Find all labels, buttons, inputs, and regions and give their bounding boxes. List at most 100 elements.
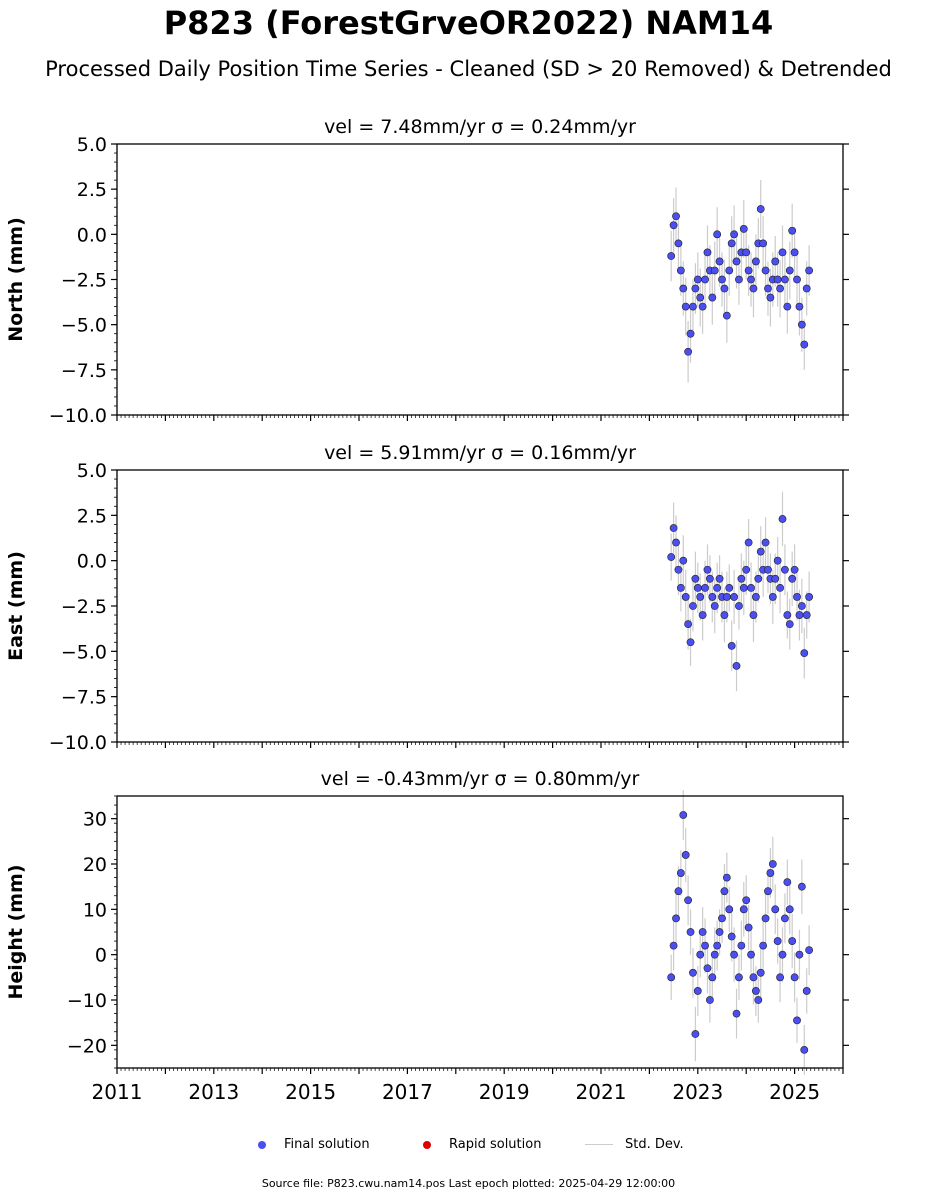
data-point xyxy=(744,923,753,932)
data-point xyxy=(739,583,748,592)
data-point xyxy=(667,973,676,982)
data-point xyxy=(689,302,697,311)
data-point xyxy=(797,320,806,329)
y-tick-label: −10.0 xyxy=(49,405,107,427)
panel-north: vel = 7.48mm/yr σ = 0.24mm/yr North (mm) 5… xyxy=(5,116,849,427)
data-point xyxy=(698,611,707,619)
data-point xyxy=(783,611,792,619)
x-tick-label: 2025 xyxy=(769,1080,820,1104)
data-point xyxy=(735,973,743,982)
x-tick-label: 2019 xyxy=(479,1080,530,1104)
data-point xyxy=(773,937,782,945)
data-point xyxy=(667,553,676,561)
data-point xyxy=(766,293,775,302)
data-point xyxy=(720,284,729,293)
data-point xyxy=(805,946,814,955)
data-point xyxy=(788,937,797,945)
data-point xyxy=(725,583,734,592)
page-title: P823 (ForestGrveOR2022) NAM14 xyxy=(163,4,774,42)
x-tick-label: 2011 xyxy=(92,1080,143,1104)
data-point xyxy=(735,602,743,610)
data-point xyxy=(781,275,789,284)
data-point xyxy=(783,302,792,311)
data-point xyxy=(730,230,738,239)
legend: Final solution Rapid solution Std. Dev. xyxy=(0,1137,937,1157)
data-point xyxy=(684,347,693,356)
data-point xyxy=(681,851,690,859)
data-point xyxy=(788,226,797,235)
data-point xyxy=(708,973,717,982)
y-axis-label-north: North (mm) xyxy=(5,217,27,342)
plot-frame-north xyxy=(116,143,844,416)
y-axis-label-height: Height (mm) xyxy=(5,864,27,999)
data-point xyxy=(679,284,688,293)
data-point xyxy=(691,574,700,583)
data-point xyxy=(691,1030,700,1038)
y-axis-label-east: East (mm) xyxy=(5,551,27,661)
data-point xyxy=(686,329,695,338)
panel-title-height: vel = -0.43mm/yr σ = 0.80mm/yr xyxy=(321,768,640,790)
data-point xyxy=(696,950,705,959)
data-point xyxy=(756,547,765,556)
panel-height: vel = -0.43mm/yr σ = 0.80mm/yr Height (mm… xyxy=(5,768,849,1104)
data-point xyxy=(691,284,700,293)
data-point xyxy=(751,593,760,601)
data-point xyxy=(693,583,702,592)
data-point xyxy=(718,275,726,284)
y-tick-label: −20 xyxy=(67,1035,107,1057)
data-point xyxy=(710,602,719,610)
data-point xyxy=(766,869,775,877)
data-point xyxy=(669,524,678,532)
x-tick-label: 2017 xyxy=(382,1080,433,1104)
data-point xyxy=(756,205,765,213)
data-point xyxy=(781,565,789,574)
data-point xyxy=(715,257,724,266)
y-tick-label: 0.0 xyxy=(77,224,107,246)
data-point xyxy=(771,905,780,914)
data-point xyxy=(720,887,729,896)
data-point xyxy=(730,593,738,601)
panel-title-north: vel = 7.48mm/yr σ = 0.24mm/yr xyxy=(324,116,636,138)
data-point xyxy=(783,878,792,887)
data-point xyxy=(744,538,753,547)
data-point xyxy=(703,248,712,257)
data-point xyxy=(713,941,722,950)
data-point xyxy=(785,266,794,275)
data-point xyxy=(689,968,697,977)
data-point xyxy=(739,905,748,914)
y-tick-label: −7.5 xyxy=(61,687,107,709)
data-point xyxy=(747,275,755,284)
data-point xyxy=(686,928,695,936)
y-tick-label: −7.5 xyxy=(61,360,107,382)
data-point xyxy=(732,661,741,670)
data-point xyxy=(727,641,736,650)
data-point xyxy=(759,941,768,950)
data-point xyxy=(754,574,763,583)
y-tick-label: −10 xyxy=(67,990,107,1012)
legend-item-final: Final solution xyxy=(258,1137,370,1152)
data-point xyxy=(693,275,702,284)
data-point xyxy=(793,1016,801,1025)
data-point xyxy=(773,275,782,284)
data-point xyxy=(776,284,784,293)
data-point xyxy=(785,620,794,629)
data-point xyxy=(800,649,809,658)
data-point xyxy=(672,212,680,221)
data-point xyxy=(681,593,690,601)
data-point xyxy=(706,996,714,1004)
data-point xyxy=(698,928,707,936)
data-point xyxy=(773,556,782,565)
data-point xyxy=(795,950,804,959)
y-tick-label: 0 xyxy=(95,945,107,967)
data-point xyxy=(771,257,780,266)
data-point xyxy=(747,950,755,959)
data-point xyxy=(768,593,777,601)
y-tick-label: −2.5 xyxy=(61,596,107,618)
page-subtitle: Processed Daily Position Time Series - C… xyxy=(45,57,892,81)
data-point xyxy=(722,873,731,882)
data-point xyxy=(742,248,751,257)
data-point xyxy=(749,611,758,619)
data-point xyxy=(727,932,736,941)
data-point xyxy=(693,987,702,995)
data-point xyxy=(764,887,772,896)
